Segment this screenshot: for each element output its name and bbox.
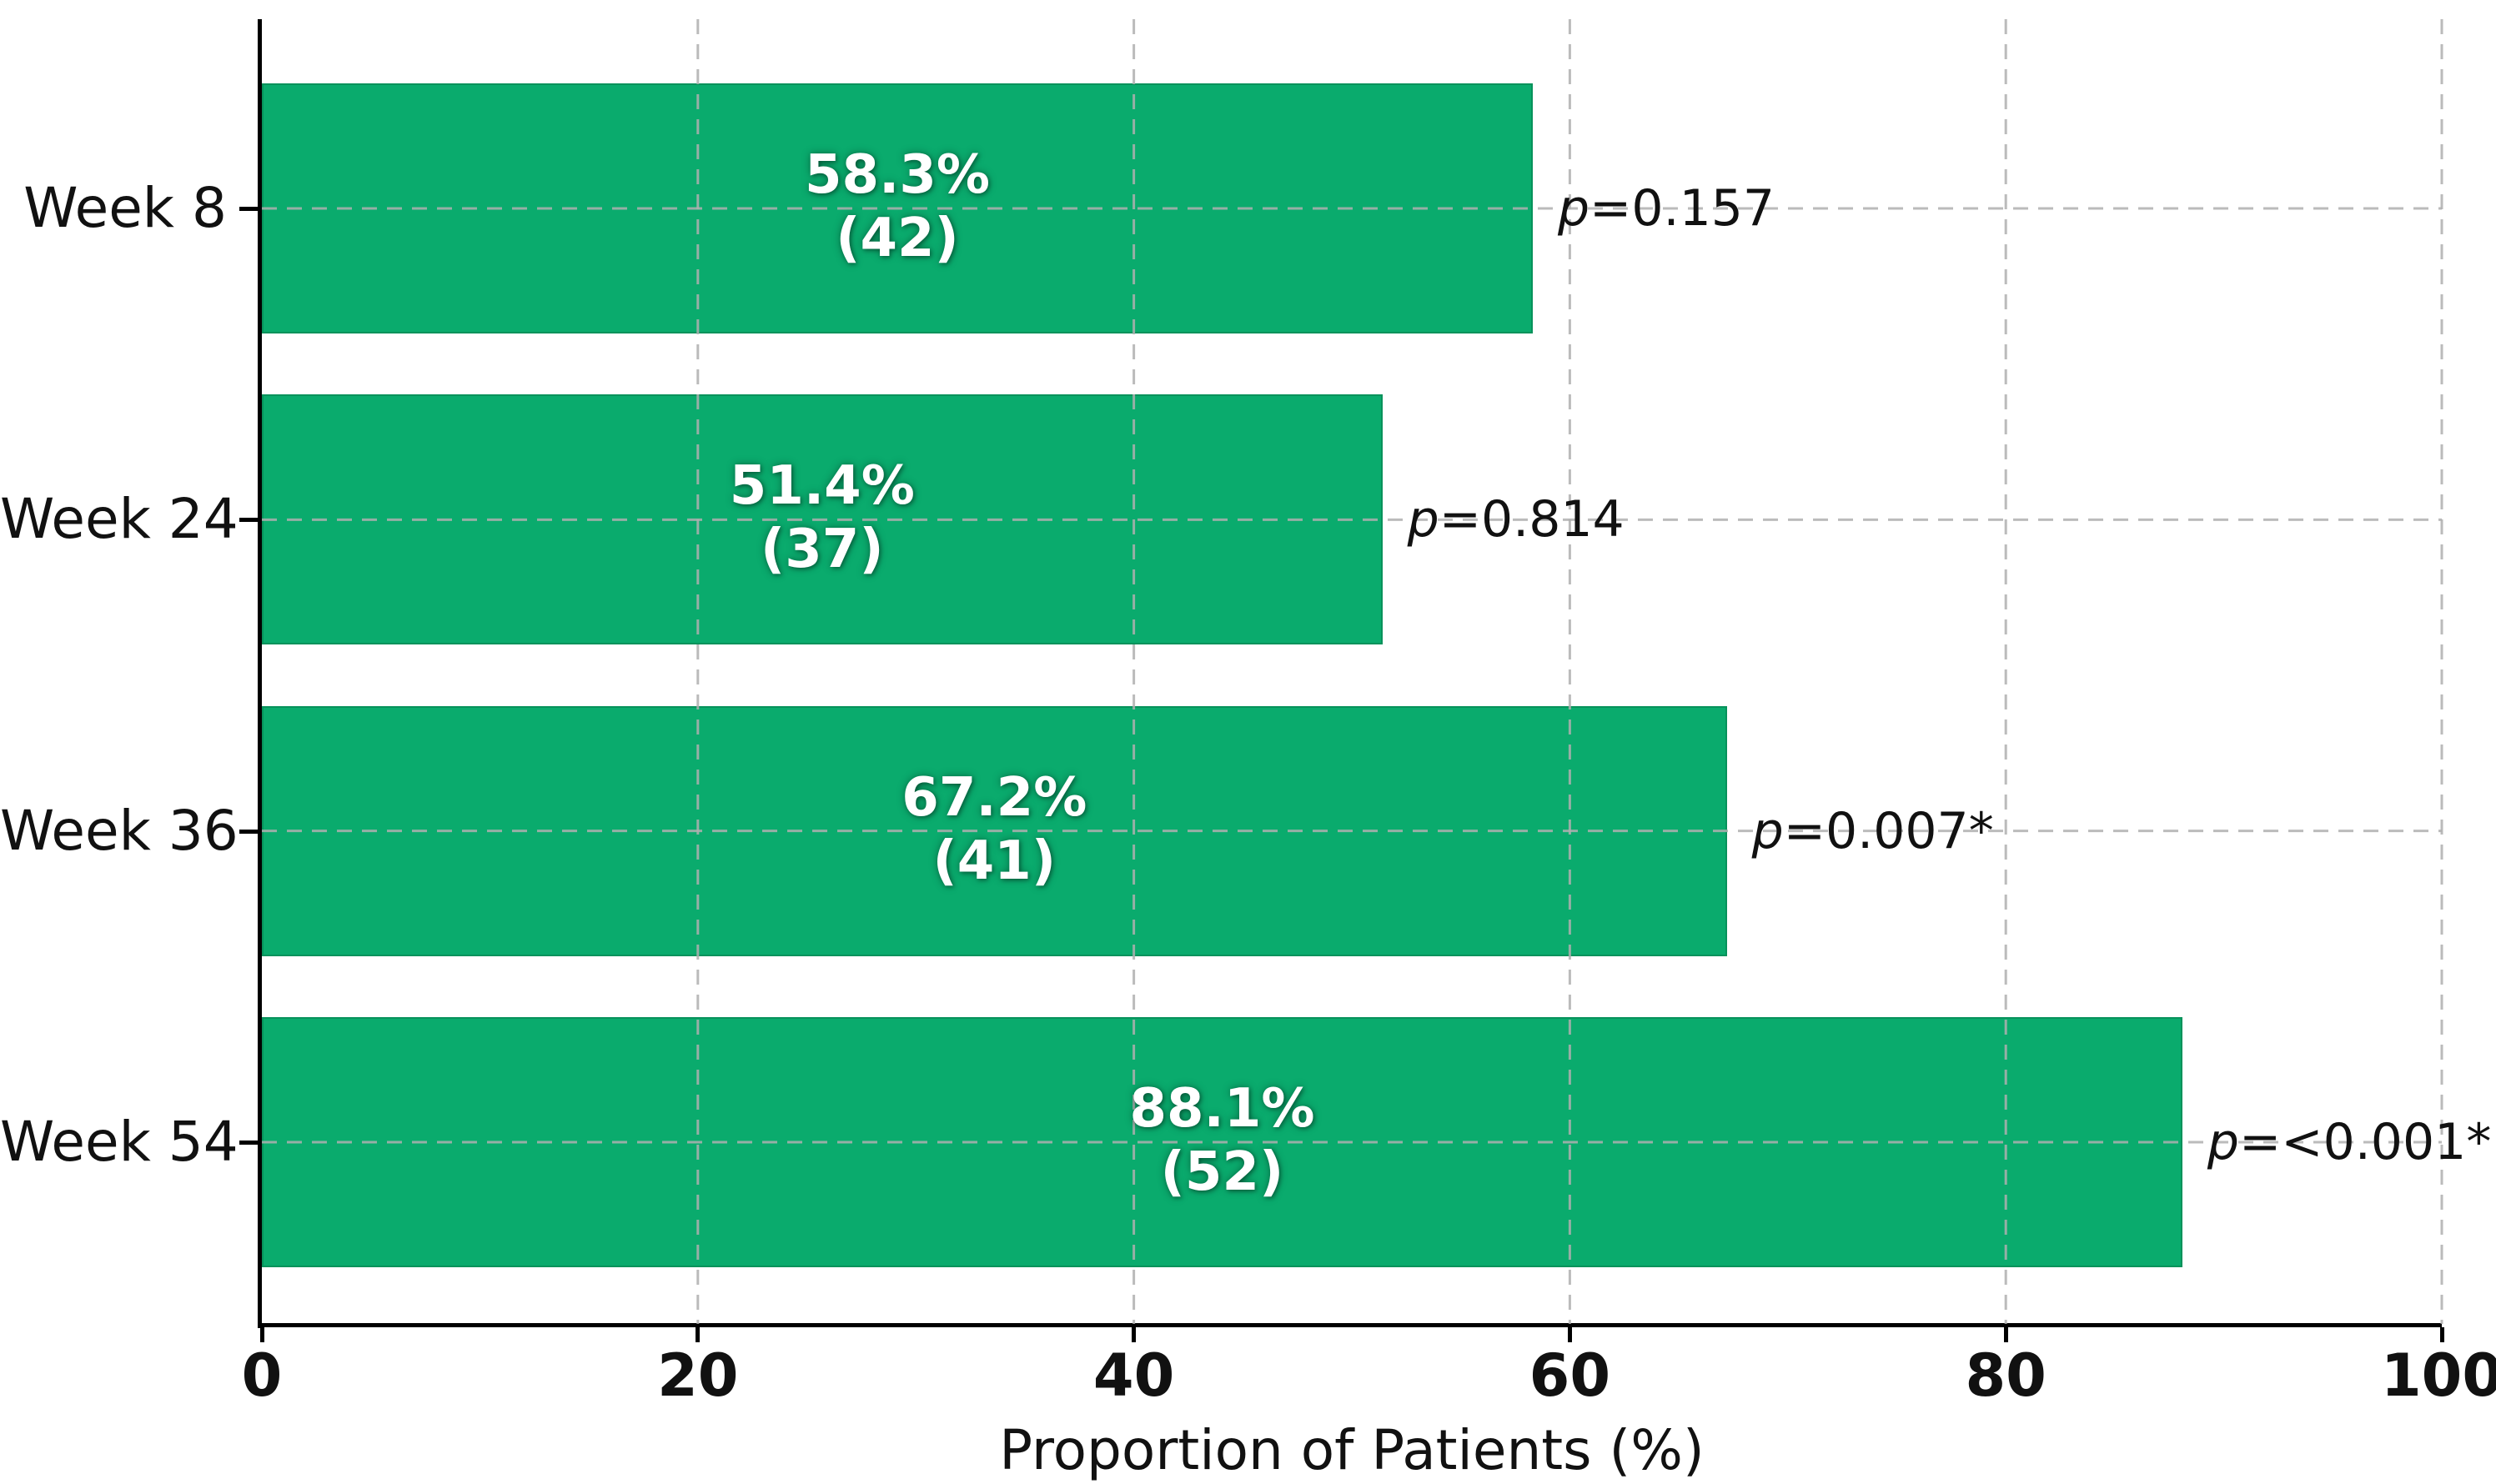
x-tick-mark — [1132, 1327, 1137, 1342]
x-tick-mark — [2439, 1327, 2444, 1342]
p-value-label: p=0.814 — [1407, 490, 1625, 549]
x-tick-mark — [2003, 1327, 2008, 1342]
x-tick-label: 40 — [1092, 1341, 1175, 1410]
y-tick-label: Week 8 — [23, 176, 227, 240]
y-tick-mark — [239, 207, 258, 211]
p-value-label: p=0.007* — [1751, 801, 1994, 860]
y-tick-label: Week 24 — [0, 487, 239, 552]
x-tick-label: 20 — [657, 1341, 739, 1410]
p-value-label: p=<0.001* — [2207, 1112, 2492, 1171]
x-tick-label: 60 — [1529, 1341, 1611, 1410]
x-tick-mark — [259, 1327, 264, 1342]
y-tick-mark — [239, 518, 258, 523]
x-tick-label: 80 — [1965, 1341, 2047, 1410]
x-axis-spine — [258, 1323, 2442, 1327]
x-tick-mark — [1567, 1327, 1572, 1342]
bar-value-label: 88.1% (52) — [1129, 1077, 1315, 1203]
bar-value-label: 51.4% (37) — [729, 455, 915, 581]
bar-value-label: 58.3% (42) — [804, 144, 990, 269]
bar-value-label: 67.2% (41) — [901, 766, 1087, 892]
x-tick-label: 100 — [2380, 1341, 2496, 1410]
x-tick-label: 0 — [241, 1341, 283, 1410]
y-tick-mark — [239, 829, 258, 834]
y-tick-label: Week 54 — [0, 1109, 239, 1174]
y-tick-label: Week 36 — [0, 798, 239, 863]
p-value-label: p=0.157 — [1557, 179, 1775, 238]
y-tick-mark — [239, 1140, 258, 1145]
x-tick-mark — [696, 1327, 701, 1342]
x-axis-label: Proportion of Patients (%) — [999, 1418, 1705, 1482]
y-axis-spine — [258, 19, 262, 1328]
